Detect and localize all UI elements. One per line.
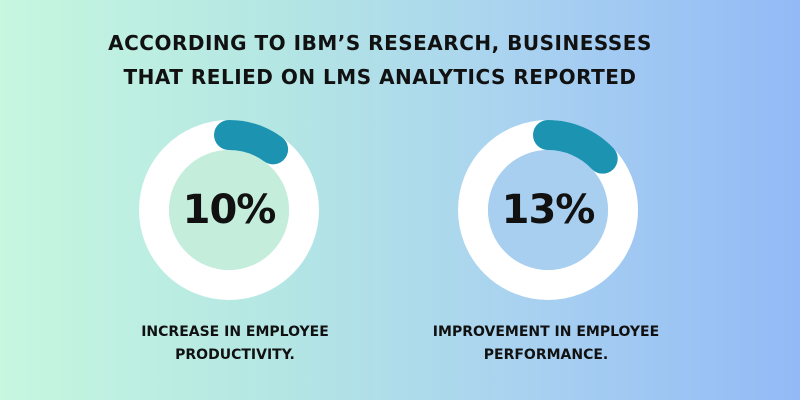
donut-arc — [139, 120, 319, 300]
donut-chart-performance — [458, 120, 638, 300]
stat-productivity: 10% — [139, 120, 319, 300]
caption-line-1: INCREASE IN EMPLOYEE — [141, 324, 329, 340]
caption-productivity: INCREASE IN EMPLOYEE PRODUCTIVITY. — [115, 321, 355, 367]
stat-value: 10% — [182, 187, 277, 233]
donut-chart-productivity — [139, 120, 319, 300]
stat-value: 13% — [501, 187, 596, 233]
headline-line-1: ACCORDING TO IBM’S RESEARCH, BUSINESSES — [108, 31, 652, 55]
stat-performance: 13% — [458, 120, 638, 300]
headline: ACCORDING TO IBM’S RESEARCH, BUSINESSES … — [0, 26, 760, 94]
donut-arc — [458, 120, 638, 300]
caption-line-2: PRODUCTIVITY. — [175, 347, 295, 363]
caption-performance: IMPROVEMENT IN EMPLOYEE PERFORMANCE. — [426, 321, 666, 367]
headline-line-2: THAT RELIED ON LMS ANALYTICS REPORTED — [123, 65, 637, 89]
caption-line-2: PERFORMANCE. — [483, 347, 609, 363]
caption-line-1: IMPROVEMENT IN EMPLOYEE — [432, 324, 660, 340]
donut-center — [169, 150, 289, 270]
donut-center — [488, 150, 608, 270]
